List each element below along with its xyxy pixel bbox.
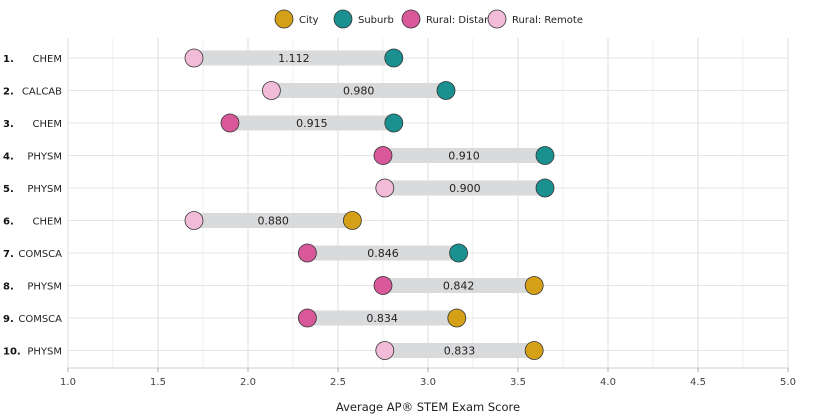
point-low-rural-distant — [297, 308, 317, 328]
point-low-rural-distant — [220, 113, 240, 133]
legend-swatch-rural-remote — [487, 9, 507, 29]
row-subject: CHEM — [33, 217, 62, 228]
legend-label: Rural: Distant — [426, 15, 494, 26]
point-low-rural-distant — [297, 243, 317, 263]
x-tick-label: 2.0 — [240, 377, 256, 388]
legend-label: City — [299, 15, 319, 26]
gap-label: 0.910 — [448, 150, 480, 163]
gap-label: 0.915 — [296, 117, 328, 130]
row-rank: 4. — [3, 152, 14, 163]
row-subject: PHYSM — [27, 347, 62, 358]
row-subject: COMSCA — [18, 249, 62, 260]
row-subject: CHEM — [33, 119, 62, 130]
point-low-rural-remote — [184, 48, 204, 68]
row-rank: 3. — [3, 119, 14, 130]
row-rank: 5. — [3, 184, 14, 195]
row-9: 9. COMSCA 0.834 — [3, 308, 467, 328]
gap-label: 0.900 — [449, 182, 481, 195]
point-high-city — [447, 308, 467, 328]
gap-label: 0.834 — [366, 312, 398, 325]
row-subject: PHYSM — [27, 184, 62, 195]
point-high-city — [524, 341, 544, 360]
legend-item-city: City — [274, 9, 319, 29]
point-high-city — [524, 276, 544, 295]
gap-label: 0.833 — [444, 345, 476, 358]
row-8: 8. PHYSM 0.842 — [3, 276, 544, 295]
x-tick-label: 4.5 — [690, 377, 706, 388]
chart-rows: 1. CHEM 1.112 2. CALCAB 0.980 3. CHEM 0.915 4. PHY… — [3, 48, 555, 360]
gap-label: 1.112 — [278, 52, 310, 65]
point-high-suburb — [436, 81, 456, 100]
x-tick-label: 2.5 — [330, 377, 346, 388]
row-rank: 9. — [3, 314, 14, 325]
gap-label: 0.846 — [367, 247, 399, 260]
x-tick-label: 3.5 — [510, 377, 526, 388]
point-high-suburb — [535, 146, 555, 165]
row-subject: PHYSM — [27, 152, 62, 163]
legend-item-rural-remote: Rural: Remote — [487, 9, 583, 29]
row-7: 7. COMSCA 0.846 — [3, 243, 469, 263]
x-axis-title: Average AP® STEM Exam Score — [336, 400, 520, 414]
point-low-rural-distant — [373, 276, 393, 295]
legend-swatch-rural-distant — [401, 9, 421, 29]
point-high-suburb — [449, 243, 469, 263]
row-5: 5. PHYSM 0.900 — [3, 178, 555, 198]
legend-label: Suburb — [358, 15, 394, 26]
x-axis: 1.0 1.5 2.0 2.5 3.0 3.5 4.0 4.5 5.0 — [60, 367, 796, 388]
point-high-suburb — [384, 113, 404, 133]
row-6: 6. CHEM 0.880 — [3, 211, 362, 230]
row-10: 10. PHYSM 0.833 — [3, 341, 544, 360]
point-low-rural-remote — [375, 178, 395, 198]
x-tick-label: 1.5 — [150, 377, 166, 388]
gap-label: 0.980 — [343, 85, 375, 98]
row-rank: 6. — [3, 217, 14, 228]
row-4: 4. PHYSM 0.910 — [3, 146, 555, 165]
x-tick-label: 3.0 — [420, 377, 436, 388]
row-rank: 1. — [3, 54, 14, 65]
row-3: 3. CHEM 0.915 — [3, 113, 404, 133]
point-high-suburb — [535, 178, 555, 198]
legend-label: Rural: Remote — [512, 15, 583, 26]
legend-item-rural-distant: Rural: Distant — [401, 9, 494, 29]
row-subject: COMSCA — [18, 314, 62, 325]
row-rank: 7. — [3, 249, 14, 260]
legend-swatch-suburb — [333, 9, 353, 29]
row-subject: CHEM — [33, 54, 62, 65]
row-subject: PHYSM — [27, 282, 62, 293]
row-rank: 8. — [3, 282, 14, 293]
x-tick-label: 1.0 — [60, 377, 76, 388]
row-2: 2. CALCAB 0.980 — [3, 81, 456, 100]
point-high-city — [342, 211, 362, 230]
x-tick-label: 5.0 — [780, 377, 796, 388]
row-subject: CALCAB — [22, 87, 62, 98]
legend-item-suburb: Suburb — [333, 9, 394, 29]
point-low-rural-remote — [375, 341, 395, 360]
legend: City Suburb Rural: Distant Rural: Remote — [274, 9, 583, 29]
legend-swatch-city — [274, 9, 294, 29]
point-low-rural-remote — [184, 211, 204, 230]
point-high-suburb — [384, 48, 404, 68]
gap-label: 0.842 — [443, 280, 475, 293]
point-low-rural-distant — [373, 146, 393, 165]
row-1: 1. CHEM 1.112 — [3, 48, 404, 68]
point-low-rural-remote — [261, 81, 281, 100]
x-tick-label: 4.0 — [600, 377, 616, 388]
row-rank: 10. — [3, 347, 21, 358]
gap-label: 0.880 — [257, 215, 289, 228]
row-rank: 2. — [3, 87, 14, 98]
